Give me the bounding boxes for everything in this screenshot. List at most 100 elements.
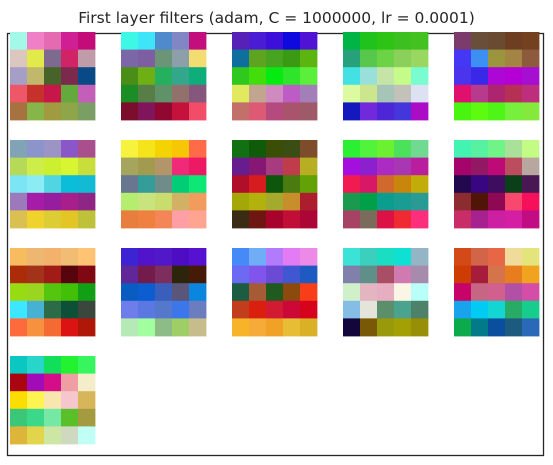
filter-cell [454, 175, 472, 194]
filter-cell [44, 408, 62, 427]
filter-cell [249, 84, 267, 103]
filter-cell [360, 210, 378, 229]
filter-cell [172, 84, 190, 103]
filter-cell [283, 102, 301, 121]
filter-cell [189, 140, 207, 158]
filter-cell [121, 192, 139, 211]
filter-cell [189, 248, 207, 266]
filter-cell [27, 67, 45, 86]
filter-cell [454, 192, 472, 211]
filter-cell [488, 283, 506, 302]
filter-cell [44, 175, 62, 194]
filter-cell [155, 102, 173, 121]
filter-cell [121, 140, 139, 158]
filter-cell [10, 32, 28, 50]
filter-cell [249, 32, 267, 50]
filter-cell [266, 318, 284, 337]
filter-cell [454, 265, 472, 284]
filter-cell [78, 426, 96, 445]
filter-cell [44, 84, 62, 103]
filter-cell [377, 157, 395, 176]
filter-cell [27, 210, 45, 229]
filter-cell [189, 49, 207, 68]
filter-cell [411, 265, 429, 284]
filter-cell [189, 157, 207, 176]
filter-cell [488, 32, 506, 50]
filter-cell [283, 283, 301, 302]
filter-cell [10, 391, 28, 410]
filter-cell [10, 140, 28, 158]
filter-cell [454, 67, 472, 86]
filter-cell [266, 49, 284, 68]
filter-cell [172, 248, 190, 266]
filter-cell [471, 318, 489, 337]
filter-cell [394, 175, 412, 194]
filter-cell [232, 283, 250, 302]
filter-cell [505, 248, 523, 266]
filter-cell [121, 157, 139, 176]
filter-cell [189, 300, 207, 319]
filter-cell [10, 175, 28, 194]
filter-cell [61, 408, 79, 427]
filter-cell [189, 32, 207, 50]
filter-cell [44, 210, 62, 229]
filter-cell [232, 67, 250, 86]
filter-cell [155, 67, 173, 86]
filter-cell [155, 32, 173, 50]
filter-cell [249, 265, 267, 284]
filter-tile [121, 32, 207, 121]
filter-cell [266, 67, 284, 86]
filter-cell [10, 356, 28, 374]
filter-cell [249, 192, 267, 211]
filter-cell [343, 265, 361, 284]
filter-cell [138, 283, 156, 302]
filter-cell [189, 67, 207, 86]
filter-cell [377, 210, 395, 229]
filter-cell [360, 192, 378, 211]
filter-cell [10, 248, 28, 266]
filter-cell [377, 84, 395, 103]
filter-cell [172, 140, 190, 158]
filter-cell [189, 265, 207, 284]
filter-cell [155, 318, 173, 337]
filter-cell [505, 140, 523, 158]
filter-cell [522, 300, 540, 319]
filter-cell [411, 140, 429, 158]
filter-cell [505, 265, 523, 284]
filter-cell [300, 192, 318, 211]
filter-cell [44, 426, 62, 445]
filter-cell [377, 140, 395, 158]
filter-tile [10, 356, 96, 445]
filter-cell [471, 248, 489, 266]
filter-cell [283, 32, 301, 50]
filter-cell [44, 356, 62, 374]
filter-cell [155, 140, 173, 158]
filter-cell [488, 157, 506, 176]
filter-cell [249, 283, 267, 302]
filter-cell [266, 210, 284, 229]
filter-cell [471, 32, 489, 50]
filter-cell [78, 248, 96, 266]
filter-cell [61, 157, 79, 176]
filter-cell [78, 157, 96, 176]
filter-cell [78, 32, 96, 50]
filter-cell [232, 49, 250, 68]
filter-cell [61, 265, 79, 284]
filter-cell [454, 140, 472, 158]
filter-cell [27, 175, 45, 194]
filter-cell [232, 140, 250, 158]
filter-cell [488, 300, 506, 319]
filter-cell [232, 265, 250, 284]
filter-cell [411, 318, 429, 337]
filter-cell [522, 49, 540, 68]
filter-cell [283, 157, 301, 176]
filter-cell [61, 283, 79, 302]
filter-cell [10, 84, 28, 103]
filter-cell [249, 300, 267, 319]
filter-cell [411, 32, 429, 50]
filter-cell [377, 192, 395, 211]
filter-cell [78, 318, 96, 337]
filter-cell [343, 210, 361, 229]
filter-tile [10, 32, 96, 121]
filter-cell [377, 283, 395, 302]
